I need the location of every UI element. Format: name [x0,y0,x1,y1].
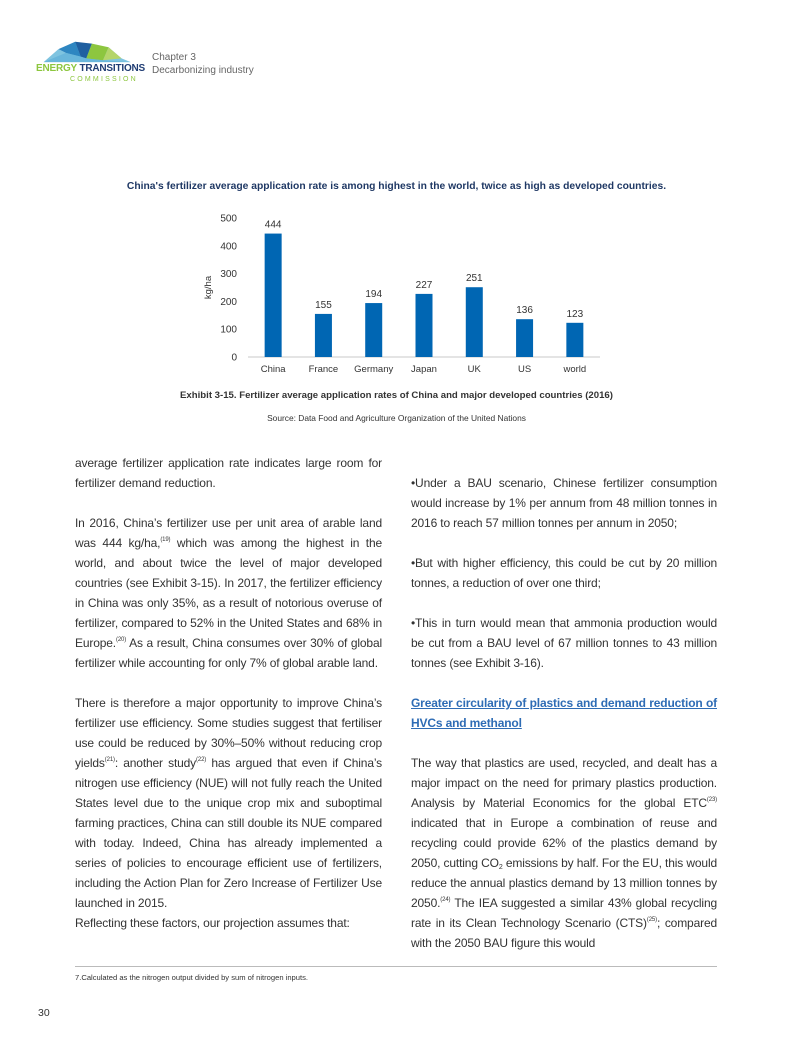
section-heading-plastics: Greater circularity of plastics and dema… [411,696,717,730]
subscript: 2 [498,864,503,871]
x-tick-label: Germany [354,364,393,375]
logo-word-commission: COMMISSION [70,76,138,83]
footnote: 7.Calculated as the nitrogen output divi… [75,973,309,982]
bar-china [264,233,282,357]
y-tick-label: 400 [220,241,237,252]
bullet-ammonia: •This in turn would mean that ammonia pr… [411,616,717,670]
left-column: average fertilizer application rate indi… [75,453,382,933]
paragraph-china-fertilizer-use: In 2016, China’s fertilizer use per unit… [75,513,382,673]
page-number: 30 [38,1007,50,1019]
text: In 2016, China’s fertilizer use per unit… [75,516,382,550]
citation: (24) [440,897,451,903]
data-label: 123 [567,309,584,320]
data-label: 155 [315,300,332,311]
logo-word-energy: ENERGY [36,63,77,74]
paragraph-opportunity: There is therefore a major opportunity t… [75,693,382,913]
x-tick-label: world [563,364,587,375]
bar-france [314,313,332,357]
citation: (19) [160,537,171,543]
y-tick-label: 100 [220,325,237,336]
citation: (21) [104,757,115,763]
data-label: 251 [466,273,483,284]
exhibit-source: Source: Data Food and Agriculture Organi… [267,413,526,423]
text: As a result, China consumes over 30% of … [75,636,382,670]
logo-word-transitions: TRANSITIONS [79,63,146,74]
y-tick-label: 0 [231,353,237,364]
paragraph-plastics: The way that plastics are used, recycled… [411,753,717,953]
bar-chart: 0 100 200 300 400 500 kg/ha 444 China 155 France 19… [203,214,600,375]
y-tick-label: 300 [220,269,237,280]
text: indicated that in Europe a combination o… [411,816,717,870]
chapter-label: Chapter 3 [152,52,196,63]
exhibit-caption: Exhibit 3-15. Fertilizer average applica… [180,390,613,401]
text: The IEA suggested a similar 43% global r… [411,896,717,930]
y-axis-label: kg/ha [203,275,214,299]
data-label: 444 [265,220,282,231]
bullet-efficiency: •But with higher efficiency, this could … [411,556,717,590]
text: There is therefore a major opportunity t… [75,696,382,770]
bar-world [566,322,584,357]
citation: (23) [706,797,717,803]
bullet-bau: •Under a BAU scenario, Chinese fertilize… [411,476,717,530]
chart-title: China's fertilizer average application r… [126,181,667,192]
text: has argued that even if China’s nitrogen… [75,756,382,910]
x-tick-label: France [309,364,339,375]
section-label: Decarbonizing industry [152,65,254,76]
paragraph-projection: Reflecting these factors, our projection… [75,916,350,930]
chapter-header: Chapter 3 Decarbonizing industry [152,51,254,77]
citation: (22) [196,757,207,763]
bar-us [516,319,534,357]
data-label: 227 [416,280,433,291]
data-label: 136 [516,305,533,316]
data-label: 194 [365,289,382,300]
citation: (25) [646,917,657,923]
y-tick-label: 500 [220,214,237,225]
bar-japan [415,293,433,357]
y-tick-label: 200 [220,297,237,308]
etc-logo: ENERGY TRANSITIONS COMMISSION [36,38,146,84]
text: which was among the highest in the world… [75,536,382,650]
footnote-divider [75,966,717,967]
text: The way that plastics are used, recycled… [411,756,717,810]
text: emissions by half. For the EU, this woul… [411,856,717,910]
right-column: •Under a BAU scenario, Chinese fertilize… [411,453,717,953]
text: ; compared with the 2050 BAU figure this… [411,916,717,950]
paragraph-intro: average fertilizer application rate indi… [75,456,382,490]
x-tick-label: Japan [411,364,437,375]
citation: (20) [115,637,127,643]
text: : another study [114,756,197,770]
bar-uk [465,287,483,357]
body-text: average fertilizer application rate indi… [75,453,717,983]
x-tick-label: UK [468,364,482,375]
mountain-logo-icon [43,41,131,63]
bar-germany [365,303,383,357]
x-tick-label: US [518,364,531,375]
x-tick-label: China [261,364,287,375]
